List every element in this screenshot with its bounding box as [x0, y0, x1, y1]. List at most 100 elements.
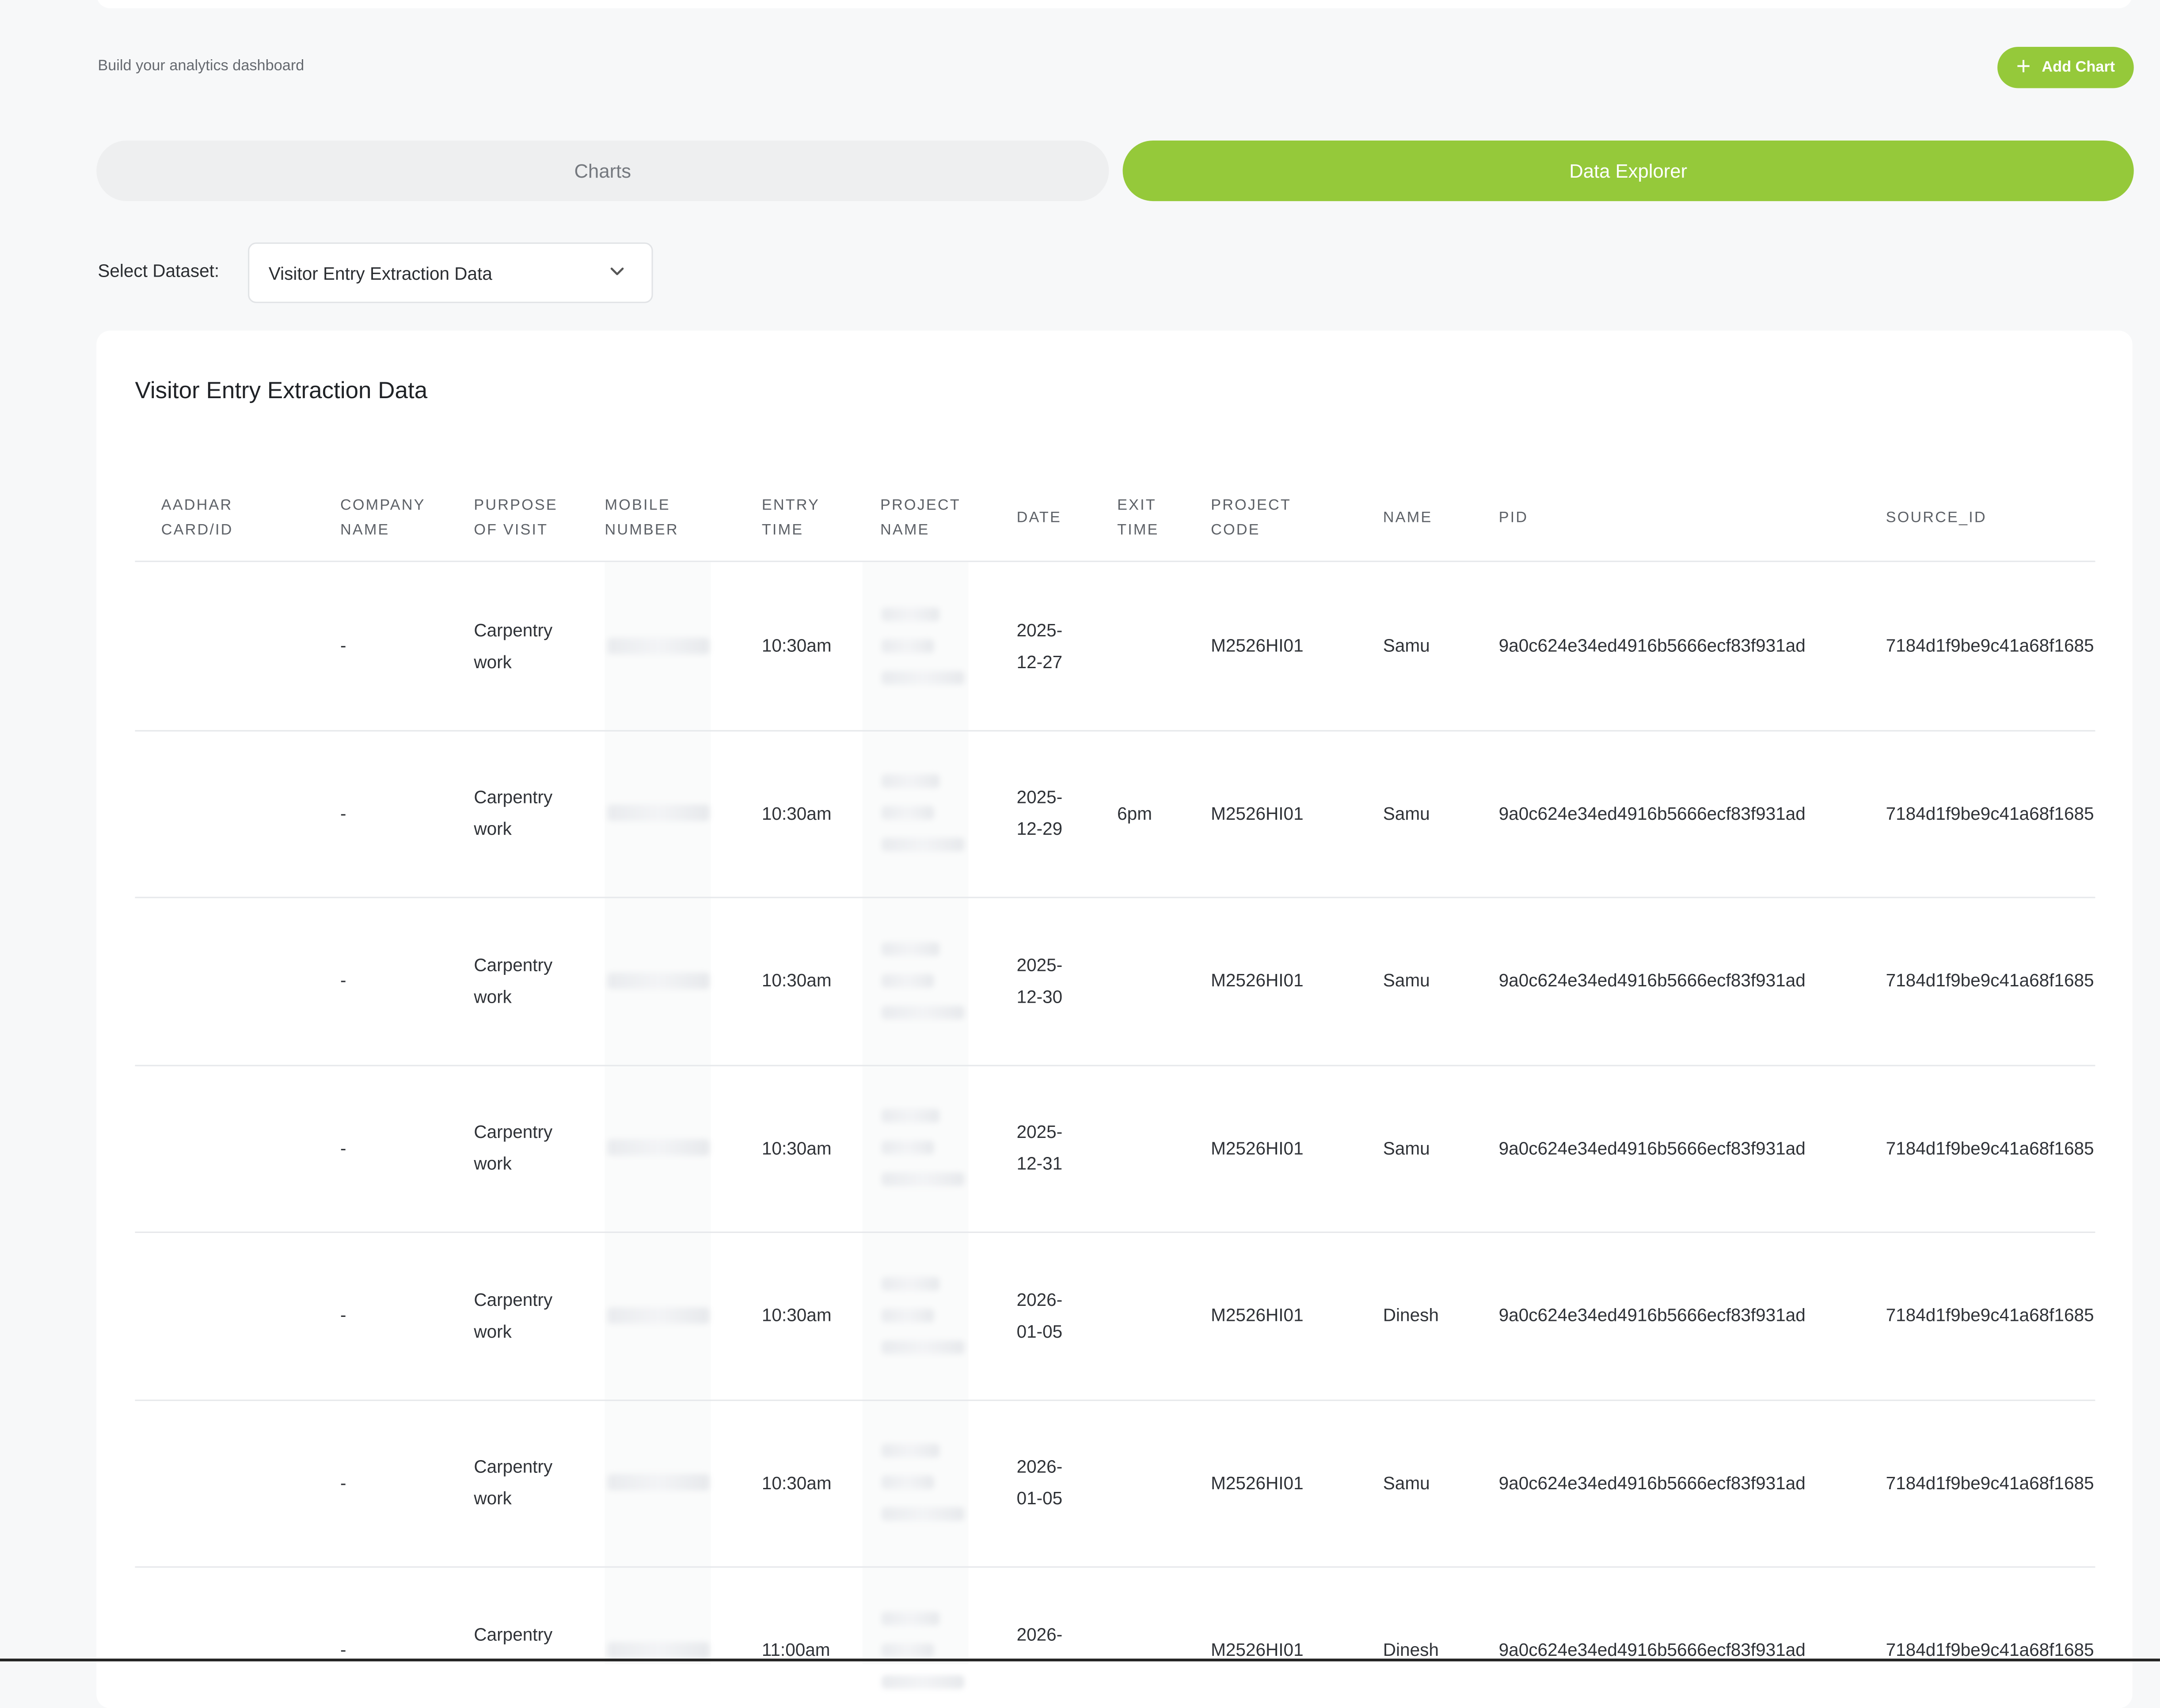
redacted-project-name [882, 806, 934, 820]
column-header[interactable]: NAME [1383, 506, 1433, 530]
redacted-project-name [882, 1109, 939, 1123]
redacted-mobile-number [607, 1307, 710, 1324]
cell-pid: 9a0c624e34ed4916b5666ecf83f931ad [1498, 1305, 1806, 1326]
cell-project-code: M2526HI01 [1211, 803, 1304, 824]
column-header-line: ENTRY [761, 497, 820, 514]
cell-entry-time: 10:30am [761, 1137, 832, 1158]
column-header[interactable]: DATE [1017, 506, 1061, 530]
redacted-project-name [882, 1476, 934, 1490]
dataset-select[interactable]: Visitor Entry Extraction Data [248, 242, 653, 303]
column-header-line: OF VISIT [474, 522, 548, 539]
cell-entry-time: 10:30am [761, 635, 832, 656]
cell-project-code: M2526HI01 [1211, 970, 1304, 991]
bottom-edge [0, 1659, 2160, 1662]
table-title: Visitor Entry Extraction Data [135, 377, 428, 404]
column-header-line: DATE [1016, 510, 1061, 526]
row-divider [135, 1399, 2095, 1400]
column-header-line: CODE [1211, 522, 1260, 539]
column-header-line: NAME [1383, 510, 1433, 526]
cell-purpose: work [474, 651, 512, 672]
redacted-column [605, 562, 711, 1664]
redacted-project-name [882, 1444, 939, 1458]
row-divider [135, 1064, 2095, 1066]
cell-entry-time: 10:30am [761, 803, 832, 824]
add-chart-button[interactable]: + Add Chart [1997, 46, 2134, 88]
cell-company-name: - [340, 803, 346, 824]
column-header[interactable]: SOURCE_ID [1886, 506, 1987, 530]
add-chart-label: Add Chart [2042, 59, 2115, 76]
column-header[interactable]: ENTRY TIME [762, 493, 820, 543]
redacted-project-name [882, 1308, 934, 1322]
cell-project-code: M2526HI01 [1211, 1137, 1304, 1158]
cell-date: 2025- [1016, 787, 1063, 808]
chevron-down-icon [610, 267, 624, 275]
cell-date: 12-30 [1016, 986, 1063, 1007]
column-header[interactable]: PID [1499, 506, 1529, 530]
row-divider [135, 729, 2095, 731]
dataset-label: Select Dataset: [98, 260, 220, 281]
cell-pid: 9a0c624e34ed4916b5666ecf83f931ad [1498, 970, 1806, 991]
redacted-mobile-number [607, 805, 710, 822]
redacted-project-name [882, 1611, 939, 1625]
cell-project-code: M2526HI01 [1211, 1305, 1304, 1326]
row-divider [135, 1231, 2095, 1233]
tab-data-explorer[interactable]: Data Explorer [1122, 140, 2134, 202]
column-header-line: CARD/ID [161, 522, 233, 539]
cell-purpose: work [474, 1488, 512, 1509]
redacted-project-name [882, 1340, 965, 1354]
cell-date: 2026- [1016, 1624, 1063, 1645]
cell-purpose: Carpentry [474, 787, 553, 808]
column-header-line: NAME [880, 522, 930, 539]
column-header-line: NAME [340, 522, 390, 539]
cell-date: 2026- [1016, 1289, 1063, 1310]
column-header[interactable]: MOBILE NUMBER [605, 493, 678, 543]
cell-date: 12-27 [1016, 651, 1063, 672]
cell-entry-time: 10:30am [761, 1472, 832, 1493]
cell-date: 2025- [1016, 1122, 1063, 1143]
cell-company-name: - [340, 1305, 346, 1326]
column-header[interactable]: EXIT TIME [1117, 493, 1159, 543]
column-header-line: PROJECT [1211, 497, 1291, 514]
cell-company-name: - [340, 1640, 346, 1661]
row-divider [135, 897, 2095, 898]
column-header[interactable]: AADHAR CARD/ID [161, 493, 233, 543]
cell-source-id: 7184d1f9be9c41a68f1685 [1886, 970, 2094, 991]
column-header[interactable]: PROJECT NAME [880, 493, 961, 543]
redacted-project-name [882, 639, 934, 653]
cell-name: Samu [1383, 970, 1430, 991]
page-subtitle: Build your analytics dashboard [98, 57, 304, 75]
column-header-line: SOURCE_ID [1886, 510, 1987, 526]
cell-pid: 9a0c624e34ed4916b5666ecf83f931ad [1498, 803, 1806, 824]
cell-purpose: Carpentry [474, 1289, 553, 1310]
redacted-project-name [882, 838, 965, 852]
cell-company-name: - [340, 1137, 346, 1158]
cell-exit-time: 6pm [1117, 803, 1152, 824]
cell-purpose: work [474, 1320, 512, 1342]
cell-date: 2026- [1016, 1456, 1063, 1477]
row-divider [135, 1566, 2095, 1568]
cell-name: Samu [1383, 1472, 1430, 1493]
redacted-project-name [882, 1172, 965, 1187]
redacted-project-name [882, 774, 939, 788]
cell-name: Samu [1383, 635, 1430, 656]
cell-source-id: 7184d1f9be9c41a68f1685 [1886, 1640, 2094, 1661]
data-table-panel: Visitor Entry Extraction Data AADHAR CARD… [96, 331, 2133, 1708]
column-header-line: MOBILE [605, 497, 670, 514]
redacted-project-name [882, 974, 934, 988]
cell-date: 01-05 [1016, 1488, 1063, 1509]
cell-pid: 9a0c624e34ed4916b5666ecf83f931ad [1498, 635, 1806, 656]
redacted-mobile-number [607, 1139, 710, 1156]
column-header[interactable]: PURPOSE OF VISIT [474, 493, 558, 543]
column-header[interactable]: COMPANY NAME [340, 493, 426, 543]
cell-purpose: work [474, 986, 512, 1007]
cell-date: 12-31 [1016, 1153, 1063, 1174]
column-header[interactable]: PROJECT CODE [1211, 493, 1291, 543]
cell-date: 2025- [1016, 954, 1063, 975]
cell-project-code: M2526HI01 [1211, 1640, 1304, 1661]
tab-charts[interactable]: Charts [96, 140, 1109, 202]
cell-pid: 9a0c624e34ed4916b5666ecf83f931ad [1498, 1137, 1806, 1158]
cell-purpose: Carpentry [474, 954, 553, 975]
cell-project-code: M2526HI01 [1211, 1472, 1304, 1493]
redacted-project-name [882, 1507, 965, 1522]
column-header-line: AADHAR [161, 497, 233, 514]
